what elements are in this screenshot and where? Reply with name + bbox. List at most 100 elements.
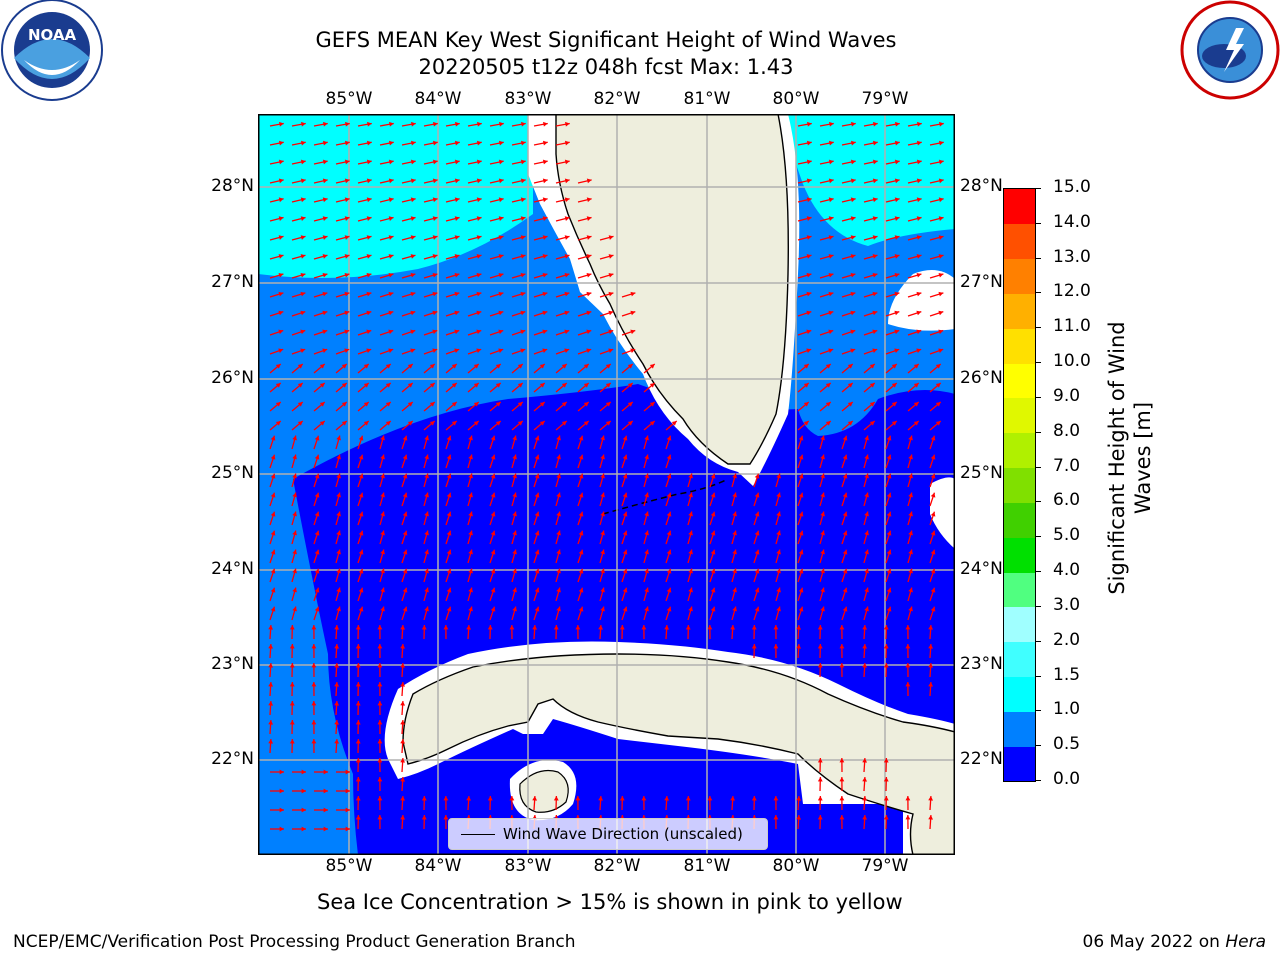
wind-wave-arrow bbox=[401, 587, 408, 602]
wind-wave-arrow bbox=[841, 530, 848, 545]
wind-wave-arrow bbox=[335, 310, 350, 317]
wind-wave-arrow bbox=[511, 568, 517, 583]
wind-wave-arrow bbox=[885, 401, 898, 412]
wind-wave-arrow bbox=[509, 624, 515, 640]
wind-wave-arrow bbox=[775, 530, 781, 545]
wind-wave-arrow bbox=[731, 568, 737, 583]
wind-wave-arrow bbox=[379, 382, 392, 393]
wind-wave-arrow bbox=[797, 492, 804, 507]
wind-wave-arrow bbox=[533, 216, 548, 222]
wind-wave-arrow bbox=[357, 530, 364, 545]
wind-wave-arrow bbox=[335, 435, 341, 450]
wind-wave-arrow bbox=[533, 178, 548, 184]
wind-wave-arrow bbox=[445, 568, 452, 583]
wind-wave-arrow bbox=[707, 624, 713, 640]
wind-wave-arrow bbox=[577, 454, 584, 469]
lat-label-right: 24°N bbox=[960, 559, 1003, 579]
wind-wave-arrow bbox=[577, 363, 590, 374]
colorbar-title-line1: Significant Height of Wind bbox=[1105, 321, 1129, 595]
wind-wave-arrow bbox=[400, 814, 406, 830]
wind-wave-arrow bbox=[796, 795, 802, 811]
wind-wave-arrow bbox=[839, 662, 845, 678]
wind-wave-arrow bbox=[577, 492, 584, 507]
wind-wave-arrow bbox=[357, 197, 372, 203]
wind-wave-arrow bbox=[929, 291, 944, 298]
lat-label-left: 28°N bbox=[211, 176, 254, 196]
wind-wave-arrow bbox=[379, 272, 394, 279]
wind-wave-arrow bbox=[269, 121, 284, 127]
wind-wave-arrow bbox=[819, 568, 825, 583]
wind-wave-arrow bbox=[291, 254, 306, 260]
wind-wave-arrow bbox=[863, 382, 876, 393]
wind-wave-arrow bbox=[621, 511, 628, 526]
wind-wave-arrow bbox=[289, 719, 295, 735]
lon-label-top: 85°W bbox=[325, 89, 373, 109]
wind-wave-arrow bbox=[907, 530, 913, 545]
wind-wave-arrow bbox=[445, 511, 452, 526]
wind-wave-arrow bbox=[467, 121, 482, 127]
wind-wave-arrow bbox=[577, 235, 592, 241]
wind-wave-arrow bbox=[467, 178, 482, 184]
wind-wave-arrow bbox=[841, 140, 856, 146]
wind-wave-arrow bbox=[269, 254, 284, 260]
wind-wave-arrow bbox=[467, 606, 473, 621]
wind-wave-arrow bbox=[445, 178, 460, 184]
wind-wave-arrow bbox=[665, 420, 678, 431]
colorbar-tick-label: 0.5 bbox=[1053, 734, 1081, 755]
lat-label-right: 26°N bbox=[960, 368, 1003, 388]
wind-wave-arrow bbox=[489, 178, 504, 184]
wind-wave-arrow bbox=[599, 291, 614, 298]
wind-wave-arrow bbox=[883, 795, 889, 811]
wind-wave-arrow bbox=[753, 511, 760, 526]
wind-wave-arrow bbox=[292, 807, 306, 813]
wind-wave-arrow bbox=[533, 310, 548, 317]
wind-wave-arrow bbox=[313, 348, 328, 355]
wind-wave-arrow bbox=[819, 348, 834, 355]
wind-wave-arrow bbox=[841, 606, 848, 621]
wind-wave-arrow bbox=[355, 738, 361, 754]
colorbar-tick-label: 14.0 bbox=[1053, 211, 1091, 232]
wind-wave-arrow bbox=[269, 329, 284, 336]
wind-wave-arrow bbox=[489, 310, 504, 317]
wind-wave-arrow bbox=[928, 795, 934, 811]
wind-wave-arrow bbox=[511, 363, 524, 374]
wind-wave-arrow bbox=[885, 549, 892, 564]
wind-wave-arrow bbox=[599, 454, 605, 469]
wind-wave-arrow bbox=[489, 121, 504, 127]
wind-wave-arrow bbox=[489, 530, 496, 545]
wind-wave-arrow bbox=[467, 291, 482, 298]
wind-wave-arrow bbox=[467, 254, 482, 260]
map-panel: Wind Wave Direction (unscaled) bbox=[258, 114, 955, 855]
wind-wave-arrow bbox=[400, 662, 406, 678]
wind-wave-arrow bbox=[555, 473, 561, 488]
wind-wave-arrow bbox=[929, 329, 944, 336]
wind-wave-arrow bbox=[555, 254, 570, 260]
wind-wave-arrow bbox=[753, 587, 760, 602]
wind-wave-arrow bbox=[577, 348, 592, 355]
wind-wave-arrow bbox=[731, 549, 737, 564]
colorbar-segment bbox=[1004, 746, 1035, 782]
wind-wave-arrow bbox=[664, 795, 670, 811]
wind-wave-arrow bbox=[773, 643, 779, 659]
wind-wave-arrow bbox=[289, 624, 295, 640]
wind-wave-arrow bbox=[928, 681, 934, 697]
wind-wave-arrow bbox=[423, 235, 438, 241]
wind-wave-arrow bbox=[489, 587, 496, 602]
wind-wave-arrow bbox=[797, 159, 812, 165]
colorbar-tick-mark bbox=[1035, 188, 1041, 189]
wind-wave-arrow bbox=[269, 348, 284, 355]
lon-label-bottom: 82°W bbox=[593, 856, 641, 876]
wind-wave-arrow bbox=[841, 159, 856, 165]
colorbar-tick-mark bbox=[1035, 571, 1041, 573]
wind-wave-arrow bbox=[819, 420, 832, 431]
colorbar-tick-mark bbox=[1035, 605, 1041, 607]
wind-wave-arrow bbox=[269, 473, 276, 488]
wind-wave-arrow bbox=[907, 587, 913, 602]
wind-wave-arrow bbox=[685, 624, 691, 640]
wind-wave-arrow bbox=[862, 795, 868, 811]
wind-wave-arrow bbox=[841, 568, 848, 583]
wind-wave-arrow bbox=[357, 420, 370, 431]
wind-wave-arrow bbox=[489, 216, 504, 222]
colorbar-tick-mark bbox=[1035, 710, 1041, 712]
wind-wave-arrow bbox=[621, 587, 628, 602]
